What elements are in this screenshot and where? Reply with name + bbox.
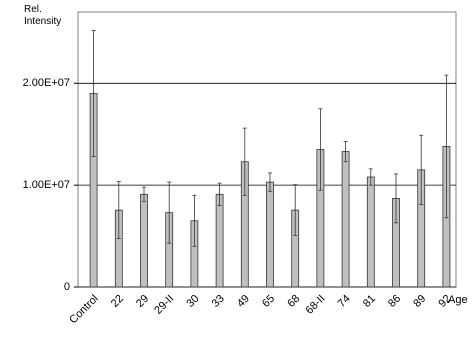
x-tick-label: 68	[285, 293, 302, 310]
x-tick-label: 33	[210, 293, 227, 310]
error-bar	[343, 140, 348, 163]
error-bar	[293, 184, 298, 236]
error-bar	[318, 108, 323, 191]
y-tick-label: 0	[64, 281, 70, 293]
bar	[341, 151, 350, 288]
x-tick-label: 89	[411, 293, 428, 310]
error-bar	[167, 181, 172, 244]
x-tick-label: 29	[134, 293, 151, 310]
x-tick-label: 30	[184, 293, 201, 310]
error-bar	[368, 168, 373, 186]
x-tick-label: 86	[386, 293, 403, 310]
x-tick-label: 49	[235, 293, 252, 310]
y-axis-label: Rel. Intensity	[24, 4, 62, 27]
x-axis-label: Age	[448, 294, 468, 306]
error-bar	[419, 134, 424, 205]
x-tick-label: 68-II	[304, 293, 328, 317]
error-bar	[242, 127, 247, 196]
x-tick-label: 22	[109, 293, 126, 310]
x-tick-label: 81	[361, 293, 378, 310]
error-bar	[116, 181, 121, 240]
x-tick-label: 29-II	[152, 293, 176, 317]
y-tick-label: 1.00E+07	[23, 179, 70, 191]
error-bar	[444, 74, 449, 219]
x-tick-label: 65	[260, 293, 277, 310]
error-bar	[192, 194, 197, 247]
error-bar	[394, 173, 398, 224]
bar	[366, 176, 375, 288]
bar	[215, 193, 224, 288]
bar	[140, 193, 148, 288]
error-bar	[268, 172, 272, 192]
x-tick-label: Control	[67, 293, 101, 327]
x-tick-label: 74	[336, 293, 353, 310]
error-bar	[91, 29, 96, 158]
error-bar	[142, 186, 146, 202]
error-bar	[217, 182, 222, 206]
y-tick-label: 2.00E+07	[23, 77, 70, 89]
bar	[266, 181, 274, 288]
